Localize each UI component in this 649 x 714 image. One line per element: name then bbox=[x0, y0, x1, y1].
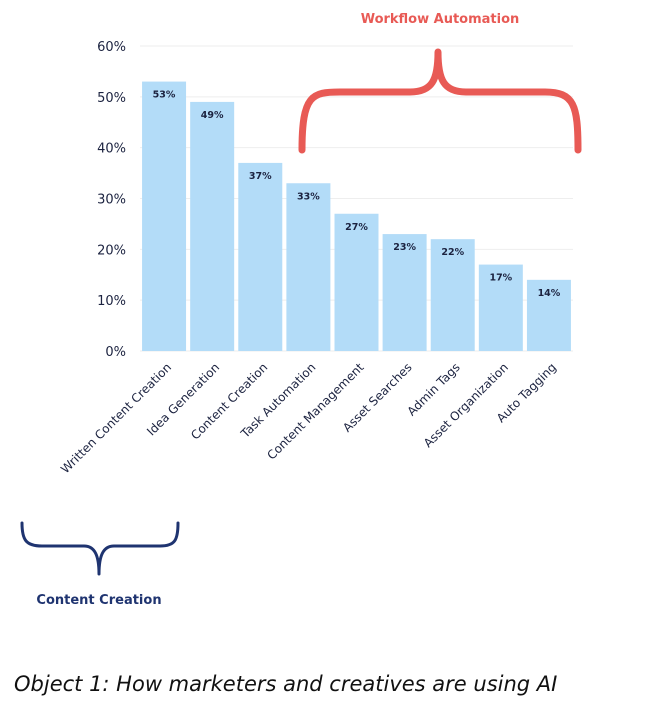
figure-caption: Object 1: How marketers and creatives ar… bbox=[14, 672, 558, 696]
bar bbox=[430, 239, 475, 351]
bar bbox=[526, 279, 571, 351]
bar bbox=[190, 101, 235, 352]
bar bbox=[478, 264, 523, 351]
bar-value-label: 22% bbox=[441, 247, 464, 258]
y-tick-label: 60% bbox=[97, 40, 126, 55]
bar-value-label: 49% bbox=[201, 110, 224, 121]
bar bbox=[334, 213, 379, 351]
bar bbox=[286, 183, 331, 351]
y-axis: 0% 10% 20% 30% 40% 50% 60% bbox=[97, 40, 126, 360]
bar-value-label: 27% bbox=[345, 222, 368, 233]
bar-value-label: 33% bbox=[297, 191, 320, 202]
content-creation-label: Content Creation bbox=[36, 593, 161, 608]
y-tick-label: 20% bbox=[97, 243, 126, 258]
y-tick-label: 40% bbox=[97, 142, 126, 157]
y-tick-label: 50% bbox=[97, 91, 126, 106]
bar bbox=[238, 162, 283, 351]
bar-value-label: 23% bbox=[393, 242, 416, 253]
bar bbox=[142, 81, 187, 351]
bar-value-label: 17% bbox=[489, 273, 512, 284]
bar-chart: 0% 10% 20% 30% 40% 50% 60% 53% 49% 37% 33% 27% 23% 2… bbox=[20, 12, 582, 608]
bar-value-label: 53% bbox=[153, 90, 176, 101]
content-creation-brace bbox=[20, 521, 180, 576]
bar-value-label: 37% bbox=[249, 171, 272, 182]
bar-value-label: 14% bbox=[538, 288, 561, 299]
x-tick-label: Content Management bbox=[264, 360, 366, 462]
y-tick-label: 0% bbox=[105, 345, 126, 360]
y-tick-label: 30% bbox=[97, 193, 126, 208]
workflow-automation-brace bbox=[298, 48, 582, 154]
workflow-automation-label: Workflow Automation bbox=[361, 12, 520, 27]
x-tick-label: Asset Organization bbox=[421, 360, 511, 450]
bars: 53% 49% 37% 33% 27% 23% 22% 17% 14% bbox=[142, 81, 571, 352]
y-tick-label: 10% bbox=[97, 294, 126, 309]
bar bbox=[382, 234, 427, 351]
